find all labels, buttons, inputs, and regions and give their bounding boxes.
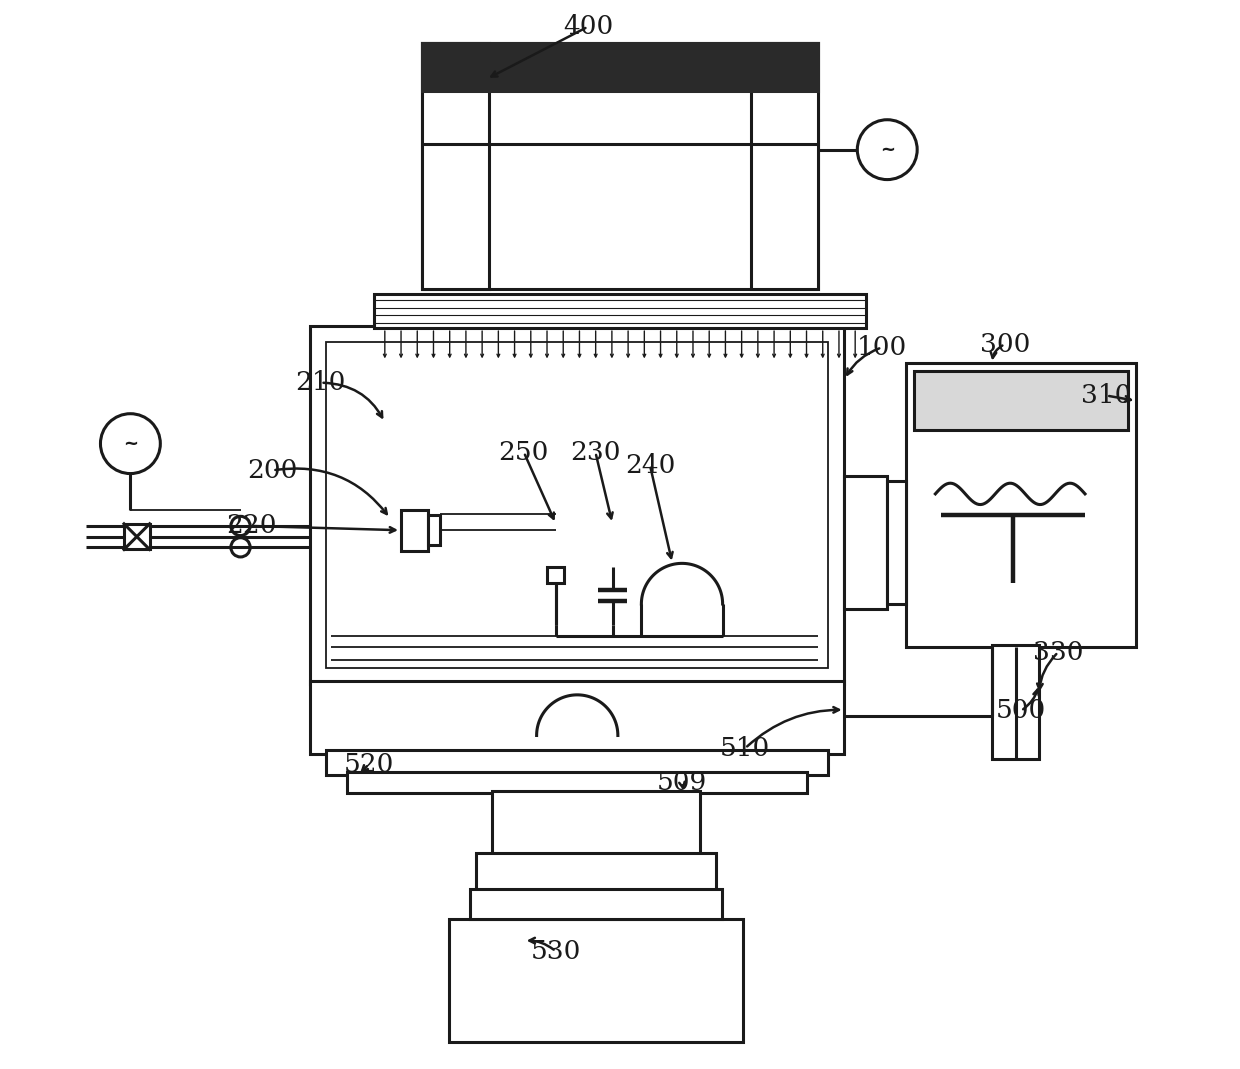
Bar [906, 363, 1136, 647]
Text: 300: 300 [980, 331, 1030, 357]
Bar [326, 342, 828, 668]
Bar [476, 853, 717, 893]
Bar [492, 791, 701, 855]
Text: ~: ~ [123, 435, 138, 452]
Text: 240: 240 [625, 452, 675, 478]
Text: 220: 220 [226, 513, 277, 539]
Bar [124, 524, 150, 549]
Text: 510: 510 [720, 735, 770, 761]
Bar [374, 294, 866, 328]
Bar [310, 326, 844, 684]
Text: 100: 100 [857, 335, 906, 360]
Text: 330: 330 [1033, 639, 1084, 665]
Bar [449, 919, 743, 1042]
Bar [347, 772, 807, 793]
Text: 530: 530 [531, 939, 582, 964]
Bar [888, 481, 906, 604]
Text: 520: 520 [343, 752, 394, 777]
Text: 400: 400 [563, 14, 613, 40]
Text: 310: 310 [1081, 383, 1132, 408]
Bar [751, 43, 817, 289]
Text: 500: 500 [996, 698, 1047, 724]
Bar [423, 43, 817, 91]
Bar [562, 893, 631, 1000]
Bar [844, 476, 888, 609]
Bar [401, 510, 428, 551]
Bar [914, 371, 1127, 430]
Text: 509: 509 [657, 770, 707, 795]
Bar [326, 750, 828, 775]
Bar [547, 567, 564, 583]
Bar [470, 889, 722, 919]
Bar [310, 681, 844, 754]
Bar [428, 515, 440, 545]
Text: ~: ~ [879, 141, 895, 158]
Bar [992, 645, 1039, 759]
Text: 210: 210 [295, 370, 346, 396]
Bar [423, 43, 817, 289]
Text: 230: 230 [570, 439, 621, 465]
Text: 250: 250 [498, 439, 549, 465]
Text: 200: 200 [248, 458, 298, 483]
Bar [423, 43, 489, 289]
